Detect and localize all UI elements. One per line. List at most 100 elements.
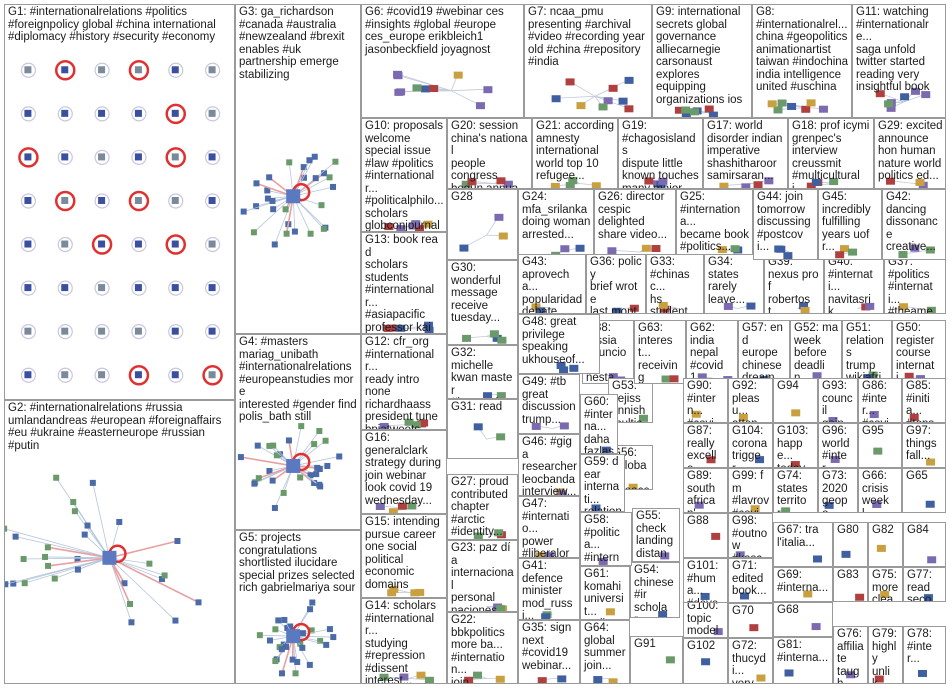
group-label: G46: #giga researcher leocbanda intervie… bbox=[522, 436, 577, 496]
group-network-svg bbox=[379, 671, 434, 683]
self-loop-node bbox=[94, 324, 110, 340]
group-network-svg bbox=[607, 244, 661, 255]
user-node bbox=[787, 102, 797, 110]
user-node bbox=[134, 327, 142, 335]
group-label: G25: #internationa... became book #polit… bbox=[680, 191, 750, 253]
group-network-svg bbox=[876, 544, 886, 552]
group-g2: G2: #internationalrelations #russia umla… bbox=[4, 400, 235, 684]
user-node bbox=[497, 336, 507, 344]
group-g74: G74: states territor... bbox=[773, 468, 818, 513]
group-g75: G75: more clear... bbox=[868, 567, 903, 602]
user-node bbox=[925, 246, 935, 254]
group-network-svg bbox=[756, 674, 766, 682]
user-node bbox=[746, 302, 756, 310]
user-node bbox=[886, 104, 896, 112]
user-node bbox=[278, 670, 285, 677]
group-label: G26: director cespic delighted share vid… bbox=[598, 191, 668, 241]
group-g11: G11: watching #internationalre... saga u… bbox=[852, 4, 946, 118]
group-network-svg bbox=[706, 456, 716, 464]
user-node bbox=[781, 507, 791, 512]
self-loop-node bbox=[57, 236, 73, 253]
user-node bbox=[531, 422, 541, 430]
self-loop-node bbox=[204, 149, 221, 166]
user-node bbox=[575, 244, 585, 252]
user-node bbox=[559, 366, 569, 373]
group-g36: G36: policy brief wrote last month outli… bbox=[586, 254, 646, 314]
user-node bbox=[98, 327, 106, 335]
user-node bbox=[45, 562, 52, 569]
group-g20: G20: session china's national people con… bbox=[447, 118, 532, 189]
group-g28: G28 bbox=[447, 189, 518, 260]
group-network-svg bbox=[909, 413, 919, 421]
user-node bbox=[669, 375, 679, 383]
user-node bbox=[885, 177, 895, 185]
group-g46: G46: #giga researcher leocbanda intervie… bbox=[518, 434, 580, 496]
group-g8: G8: #internationalrel... china #geopolit… bbox=[752, 4, 852, 118]
group-label: G81: #interna... bbox=[777, 639, 829, 664]
user-node bbox=[134, 109, 142, 117]
self-loop-node bbox=[20, 324, 37, 340]
edge bbox=[5, 528, 110, 559]
group-g25: G25: #internationa... became book #polit… bbox=[676, 189, 753, 260]
user-node bbox=[875, 90, 885, 98]
self-loop-node bbox=[131, 149, 147, 166]
user-node bbox=[24, 284, 32, 292]
group-g79: G79: highly unlik... bbox=[868, 626, 903, 684]
hub-node bbox=[102, 550, 117, 565]
user-node bbox=[618, 97, 628, 105]
edge bbox=[108, 557, 131, 605]
group-g9: G9: international secrets global governa… bbox=[652, 4, 752, 118]
user-node bbox=[767, 100, 777, 108]
self-loop-node bbox=[204, 280, 221, 296]
group-network-svg bbox=[797, 302, 810, 313]
user-node bbox=[208, 109, 216, 117]
user-node bbox=[876, 544, 886, 552]
user-node bbox=[71, 508, 78, 515]
user-node bbox=[24, 196, 32, 204]
group-network-svg bbox=[384, 220, 433, 231]
group-label: G41: defence minister mod_russi... bbox=[522, 560, 573, 620]
user-node bbox=[629, 304, 639, 312]
group-label: G33: #chinasc... hs students... bbox=[650, 256, 690, 314]
group-label: G15: intending pursue career one social … bbox=[365, 516, 440, 591]
group-g89: G89: south african'... bbox=[683, 468, 728, 513]
edge bbox=[274, 465, 294, 509]
user-node bbox=[316, 481, 323, 488]
group-g10: G10: proposals welcome special issue #la… bbox=[361, 118, 447, 232]
user-node bbox=[253, 203, 260, 210]
self-loop-node bbox=[55, 60, 76, 81]
group-network-svg bbox=[926, 458, 936, 466]
group-g51: G51: relations trump wikiafrip... bbox=[842, 320, 892, 384]
edge bbox=[450, 90, 481, 106]
group-g95: G95 bbox=[858, 423, 902, 468]
self-loop-node bbox=[165, 147, 186, 168]
group-label: G87: really excelle... bbox=[687, 425, 717, 467]
user-node bbox=[266, 174, 273, 181]
group-g83: G83 bbox=[833, 567, 868, 602]
user-node bbox=[424, 326, 434, 333]
user-node bbox=[171, 196, 179, 204]
user-node bbox=[264, 187, 271, 194]
self-loop-node bbox=[202, 364, 223, 386]
user-node bbox=[270, 442, 277, 449]
group-network-svg bbox=[531, 303, 556, 313]
group-label: G49: #tb great discussion trump... bbox=[522, 376, 576, 426]
group-label: G80 bbox=[837, 524, 859, 536]
user-node bbox=[900, 93, 910, 101]
user-node bbox=[839, 245, 849, 253]
user-node bbox=[384, 223, 394, 231]
user-node bbox=[658, 177, 668, 185]
group-g49: G49: #tb great discussion trump... bbox=[518, 374, 580, 434]
group-network-svg bbox=[791, 409, 801, 417]
group-label: G51: relations trump wikiafrip... bbox=[846, 322, 884, 383]
user-node bbox=[453, 71, 463, 79]
group-label: G85: #initia... #topst... bbox=[906, 380, 934, 422]
user-node bbox=[591, 182, 601, 188]
group-label: G35: sign next #covid19 webinar... bbox=[522, 622, 572, 672]
user-node bbox=[208, 153, 216, 161]
group-label: G36: policy brief wrote last month outli… bbox=[590, 256, 642, 314]
group-label: G45: incredibly fulfilling years uofr... bbox=[822, 191, 871, 253]
group-g98: G98: #outnow #kasca... bbox=[728, 513, 773, 558]
user-node bbox=[813, 555, 823, 563]
user-node bbox=[496, 605, 506, 611]
